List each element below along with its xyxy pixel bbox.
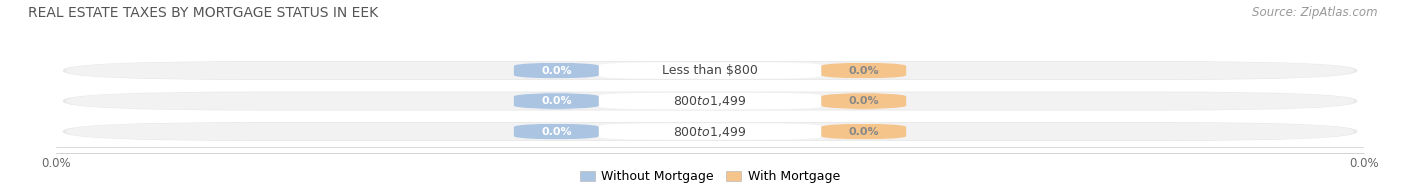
- FancyBboxPatch shape: [513, 62, 599, 79]
- Text: 0.0%: 0.0%: [848, 127, 879, 137]
- Text: 0.0%: 0.0%: [541, 65, 572, 76]
- Legend: Without Mortgage, With Mortgage: Without Mortgage, With Mortgage: [575, 165, 845, 188]
- FancyBboxPatch shape: [599, 93, 821, 109]
- FancyBboxPatch shape: [599, 123, 821, 140]
- Text: REAL ESTATE TAXES BY MORTGAGE STATUS IN EEK: REAL ESTATE TAXES BY MORTGAGE STATUS IN …: [28, 6, 378, 20]
- Text: 0.0%: 0.0%: [848, 96, 879, 106]
- Text: $800 to $1,499: $800 to $1,499: [673, 124, 747, 139]
- FancyBboxPatch shape: [63, 61, 1357, 80]
- FancyBboxPatch shape: [513, 93, 599, 109]
- Text: $800 to $1,499: $800 to $1,499: [673, 94, 747, 108]
- FancyBboxPatch shape: [513, 123, 599, 140]
- FancyBboxPatch shape: [821, 93, 907, 109]
- FancyBboxPatch shape: [821, 62, 907, 79]
- Text: Less than $800: Less than $800: [662, 64, 758, 77]
- Text: Source: ZipAtlas.com: Source: ZipAtlas.com: [1253, 6, 1378, 19]
- Text: 0.0%: 0.0%: [848, 65, 879, 76]
- Text: 0.0%: 0.0%: [541, 96, 572, 106]
- FancyBboxPatch shape: [599, 62, 821, 79]
- FancyBboxPatch shape: [66, 92, 1354, 110]
- FancyBboxPatch shape: [63, 122, 1357, 141]
- Text: 0.0%: 0.0%: [541, 127, 572, 137]
- FancyBboxPatch shape: [63, 92, 1357, 111]
- FancyBboxPatch shape: [66, 123, 1354, 140]
- FancyBboxPatch shape: [821, 123, 907, 140]
- FancyBboxPatch shape: [66, 62, 1354, 79]
